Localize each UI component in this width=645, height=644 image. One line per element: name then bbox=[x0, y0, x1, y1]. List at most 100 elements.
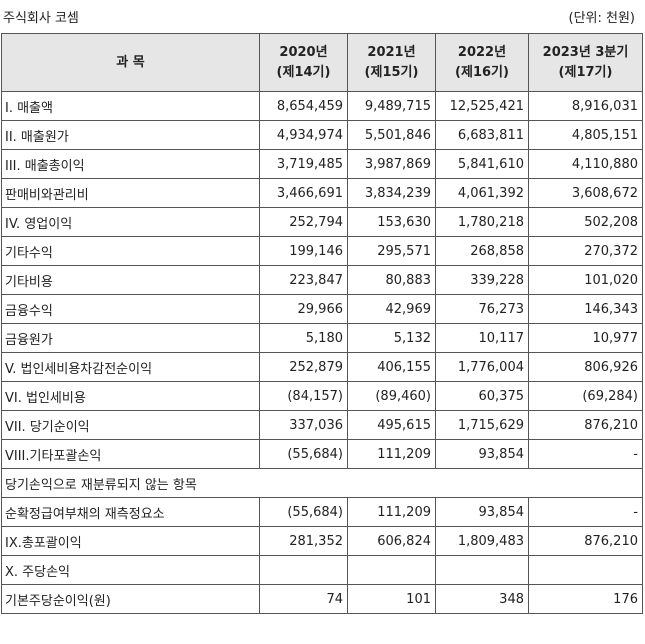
table-row: 판매비와관리비 3,466,691 3,834,239 4,061,392 3,608,… bbox=[1, 178, 643, 208]
cell-value: 146,343 bbox=[528, 294, 643, 324]
cell-value: 153,630 bbox=[347, 207, 436, 237]
row-label: 기타비용 bbox=[1, 265, 260, 295]
cell-value: 10,117 bbox=[435, 323, 529, 353]
column-header: 2023년 3분기 (제17기) bbox=[528, 33, 643, 92]
table-body: I. 매출액 8,654,459 9,489,715 12,525,421 8,916,… bbox=[1, 91, 643, 614]
table-row: 금융수익 29,966 42,969 76,273 146,343 bbox=[1, 294, 643, 324]
row-label: IX.총포괄이익 bbox=[1, 526, 260, 556]
cell-value: 876,210 bbox=[528, 526, 643, 556]
cell-value: 606,824 bbox=[347, 526, 436, 556]
cell-value: 4,934,974 bbox=[259, 120, 348, 150]
row-label: III. 매출총이익 bbox=[1, 149, 260, 179]
cell-value: 4,110,880 bbox=[528, 149, 643, 179]
row-label: X. 주당손익 bbox=[1, 555, 260, 585]
cell-value: 1,780,218 bbox=[435, 207, 529, 237]
cell-value bbox=[528, 555, 643, 585]
row-label: 기타수익 bbox=[1, 236, 260, 266]
cell-value: 8,916,031 bbox=[528, 91, 643, 121]
cell-value: 12,525,421 bbox=[435, 91, 529, 121]
row-label: 금융수익 bbox=[1, 294, 260, 324]
table-row: 기본주당순이익(원) 74 101 348 176 bbox=[1, 584, 643, 614]
cell-value: - bbox=[528, 439, 643, 469]
cell-value: 10,977 bbox=[528, 323, 643, 353]
cell-value: 101 bbox=[347, 584, 436, 614]
cell-value: 29,966 bbox=[259, 294, 348, 324]
cell-value: 1,776,004 bbox=[435, 352, 529, 382]
cell-value: 80,883 bbox=[347, 265, 436, 295]
row-label: 판매비와관리비 bbox=[1, 178, 260, 208]
row-label: 금융원가 bbox=[1, 323, 260, 353]
cell-value: (69,284) bbox=[528, 381, 643, 411]
column-period: (제17기) bbox=[558, 64, 613, 80]
cell-value: 74 bbox=[259, 584, 348, 614]
cell-value bbox=[259, 555, 348, 585]
company-name: 주식회사 코셈 bbox=[3, 11, 79, 26]
cell-value: 60,375 bbox=[435, 381, 529, 411]
cell-value: 9,489,715 bbox=[347, 91, 436, 121]
table-row: 기타비용 223,847 80,883 339,228 101,020 bbox=[1, 265, 643, 295]
cell-value: 3,466,691 bbox=[259, 178, 348, 208]
table-row: V. 법인세비용차감전순이익 252,879 406,155 1,776,004 806… bbox=[1, 352, 643, 382]
cell-value: 93,854 bbox=[435, 439, 529, 469]
cell-value: 502,208 bbox=[528, 207, 643, 237]
cell-value: 1,809,483 bbox=[435, 526, 529, 556]
column-year: 2021년 bbox=[367, 44, 416, 60]
cell-value: 4,805,151 bbox=[528, 120, 643, 150]
cell-value: 4,061,392 bbox=[435, 178, 529, 208]
cell-value: 252,879 bbox=[259, 352, 348, 382]
financial-table: 과 목 2020년 (제14기) 2021년 (제15기) 2022년 (제16… bbox=[1, 33, 643, 614]
cell-value: 806,926 bbox=[528, 352, 643, 382]
cell-value: 252,794 bbox=[259, 207, 348, 237]
row-label: 기본주당순이익(원) bbox=[1, 584, 260, 614]
table-row: IV. 영업이익 252,794 153,630 1,780,218 502,208 bbox=[1, 207, 643, 237]
table-row: III. 매출총이익 3,719,485 3,987,869 5,841,610 4,1… bbox=[1, 149, 643, 179]
table-row: 당기손익으로 재분류되지 않는 항목 bbox=[1, 468, 643, 498]
cell-value: 3,719,485 bbox=[259, 149, 348, 179]
cell-value: 348 bbox=[435, 584, 529, 614]
column-year: 2020년 bbox=[279, 44, 328, 60]
top-bar: 주식회사 코셈 (단위: 천원) bbox=[0, 0, 645, 32]
cell-value: 8,654,459 bbox=[259, 91, 348, 121]
row-label: I. 매출액 bbox=[1, 91, 260, 121]
subject-header: 과 목 bbox=[1, 33, 260, 92]
cell-value: 5,501,846 bbox=[347, 120, 436, 150]
column-period: (제14기) bbox=[276, 64, 331, 80]
row-label: V. 법인세비용차감전순이익 bbox=[1, 352, 260, 382]
column-period: (제16기) bbox=[455, 64, 509, 80]
unit-note: (단위: 천원) bbox=[568, 11, 636, 26]
row-label: VII. 당기순이익 bbox=[1, 410, 260, 440]
table-row: 기타수익 199,146 295,571 268,858 270,372 bbox=[1, 236, 643, 266]
cell-value: 270,372 bbox=[528, 236, 643, 266]
cell-value: 295,571 bbox=[347, 236, 436, 266]
cell-value: 406,155 bbox=[347, 352, 436, 382]
cell-value: 111,209 bbox=[347, 439, 436, 469]
row-label: VIII.기타포괄손익 bbox=[1, 439, 260, 469]
column-year: 2022년 bbox=[457, 44, 507, 60]
row-label: 당기손익으로 재분류되지 않는 항목 bbox=[1, 468, 643, 498]
header-row: 과 목 2020년 (제14기) 2021년 (제15기) 2022년 (제16… bbox=[1, 33, 643, 92]
cell-value: 3,987,869 bbox=[347, 149, 436, 179]
cell-value: 3,834,239 bbox=[347, 178, 436, 208]
cell-value: 5,132 bbox=[347, 323, 436, 353]
table-row: I. 매출액 8,654,459 9,489,715 12,525,421 8,916,… bbox=[1, 91, 643, 121]
cell-value: (89,460) bbox=[347, 381, 436, 411]
cell-value: 93,854 bbox=[435, 497, 529, 527]
table-row: VIII.기타포괄손익 (55,684) 111,209 93,854- bbox=[1, 439, 643, 469]
cell-value: 5,180 bbox=[259, 323, 348, 353]
cell-value bbox=[347, 555, 436, 585]
cell-value: 281,352 bbox=[259, 526, 348, 556]
cell-value: 339,228 bbox=[435, 265, 529, 295]
table-row: VI. 법인세비용 (84,157) (89,460) 60,375 (69,284) bbox=[1, 381, 643, 411]
cell-value: 268,858 bbox=[435, 236, 529, 266]
cell-value: 76,273 bbox=[435, 294, 529, 324]
table-row: 금융원가 5,180 5,132 10,117 10,977 bbox=[1, 323, 643, 353]
cell-value: 1,715,629 bbox=[435, 410, 529, 440]
table-row: II. 매출원가 4,934,974 5,501,846 6,683,811 4,805… bbox=[1, 120, 643, 150]
column-header: 2022년 (제16기) bbox=[435, 33, 529, 92]
cell-value: 495,615 bbox=[347, 410, 436, 440]
cell-value: 199,146 bbox=[259, 236, 348, 266]
row-label: IV. 영업이익 bbox=[1, 207, 260, 237]
cell-value: 176 bbox=[528, 584, 643, 614]
table-row: 순확정급여부채의 재측정요소 (55,684) 111,209 93,854- bbox=[1, 497, 643, 527]
